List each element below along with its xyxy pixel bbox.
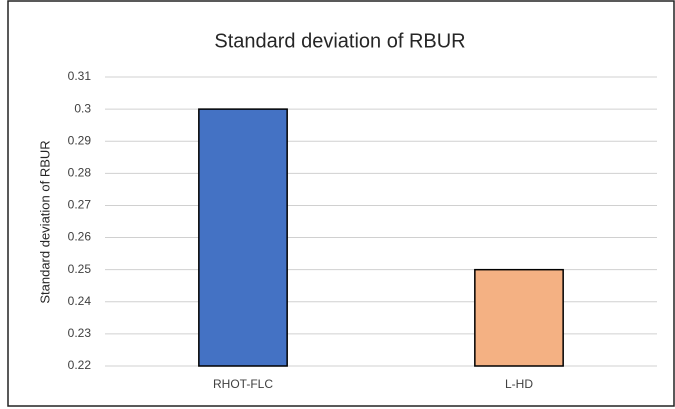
chart-frame	[7, 0, 675, 407]
y-tick-label: 0.23	[68, 326, 92, 340]
x-tick-label: L-HD	[505, 377, 533, 391]
chart-title: Standard deviation of RBUR	[214, 30, 465, 52]
y-tick-label: 0.28	[68, 166, 92, 180]
bar	[474, 268, 564, 367]
y-tick-label: 0.31	[68, 69, 92, 83]
y-tick-label: 0.3	[74, 101, 91, 115]
y-tick-label: 0.25	[68, 262, 92, 276]
bar	[198, 108, 288, 367]
y-axis-label: Standard deviation of RBUR	[37, 140, 52, 303]
x-tick-label: RHOT-FLC	[213, 377, 273, 391]
y-tick-label: 0.26	[68, 230, 92, 244]
y-tick-label: 0.29	[68, 133, 92, 147]
y-tick-label: 0.24	[68, 294, 92, 308]
y-tick-label: 0.27	[68, 198, 92, 212]
y-tick-label: 0.22	[68, 358, 92, 372]
